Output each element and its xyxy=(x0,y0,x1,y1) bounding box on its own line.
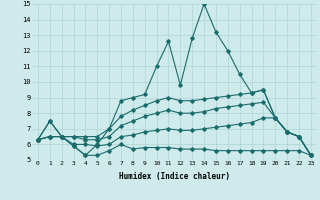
X-axis label: Humidex (Indice chaleur): Humidex (Indice chaleur) xyxy=(119,172,230,181)
